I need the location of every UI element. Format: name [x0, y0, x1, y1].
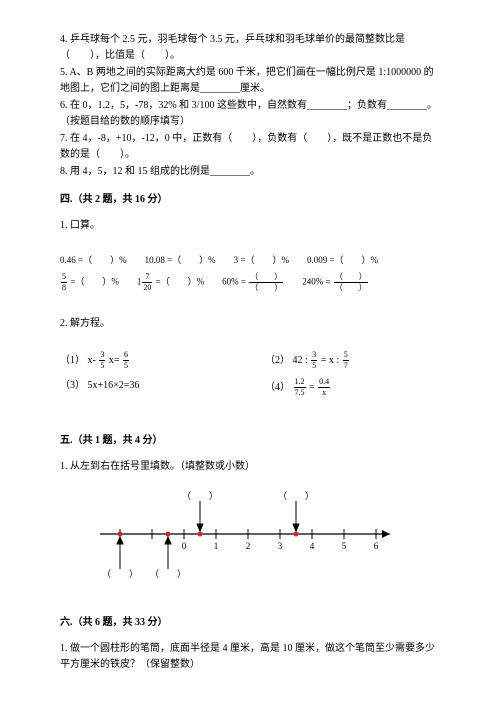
section-4-sub2: 2. 解方程。 — [60, 316, 440, 332]
equation-2: （2） 42 : 35 = x : 57 — [265, 351, 440, 370]
tick-label: 6 — [374, 541, 379, 551]
equation-grid: （1） x- 35 x= 65 （2） 42 : 35 = x : 57 （3）… — [60, 351, 440, 397]
section-5-sub1: 1. 从左到右在括号里填数。（填整数或小数） — [60, 459, 440, 475]
calc-item: 0.46 =（ ）% — [60, 253, 127, 267]
section-6-header: 六.（共 6 题，共 33 分） — [60, 615, 440, 631]
fraction: 57 — [342, 351, 350, 370]
svg-text:（ ）: （ ） — [150, 569, 186, 579]
fraction: 35 — [310, 351, 318, 370]
question-4: 4. 乒乓球每个 2.5 元，羽毛球每个 3.5 元，乒乓球和羽毛球单价的最简整… — [60, 32, 440, 64]
fraction: 1.27.5 — [293, 378, 307, 397]
svg-text:（ ）: （ ） — [278, 491, 314, 501]
fraction: 7 20 — [141, 273, 153, 292]
svg-text:（ ）: （ ） — [102, 569, 138, 579]
svg-text:（ ）: （ ） — [182, 491, 218, 501]
tick-label: 4 — [310, 541, 315, 551]
equation-1: （1） x- 35 x= 65 — [60, 351, 235, 370]
equation-4: （4） 1.27.5 = 0.4x — [265, 378, 440, 397]
tick-label: 0 — [182, 541, 187, 551]
tick-label: 1 — [214, 541, 219, 551]
calc-item: 10.08 =（ ）% — [145, 253, 216, 267]
tick-label: 2 — [246, 541, 251, 551]
fraction: 0.4x — [317, 378, 331, 397]
fraction: （ ） （ ） — [248, 273, 284, 292]
page-content: 4. 乒乓球每个 2.5 元，羽毛球每个 3.5 元，乒乓球和羽毛球单价的最简整… — [0, 0, 500, 694]
calc-item: 3 =（ ）% — [234, 253, 289, 267]
section-4-sub1: 1. 口算。 — [60, 218, 440, 234]
question-5: 5. A、B 两地之间的实际距离大约是 600 千米，把它们画在一幅比例尺是 1… — [60, 65, 440, 97]
fraction: 65 — [122, 351, 130, 370]
section-4-header: 四.（共 2 题，共 16 分） — [60, 192, 440, 208]
calc-row-2: 5 8 =（ ）% 1 7 20 =（ ）% 60% = （ ） （ ） 240… — [60, 273, 440, 292]
fraction: 5 8 — [60, 273, 68, 292]
tick-label: 5 — [342, 541, 347, 551]
fraction: （ ） （ ） — [333, 273, 369, 292]
calc-item: 1 7 20 =（ ）% — [137, 273, 204, 292]
question-7: 7. 在 4，-8，+10，-12，0 中，正数有（ ），负数有（ ），既不是正… — [60, 131, 440, 163]
calc-item: 60% = （ ） （ ） — [222, 273, 284, 292]
section-5-header: 五.（共 1 题，共 4 分） — [60, 433, 440, 449]
calc-item: 0.009 =（ ）% — [307, 253, 378, 267]
question-6: 6. 在 0，1.2，5，-78，32% 和 3/100 这些数中，自然数有__… — [60, 98, 440, 130]
calc-item: 240% = （ ） （ ） — [302, 273, 369, 292]
fraction: 35 — [98, 351, 106, 370]
section-6-q1: 1. 做一个圆柱形的笔筒，底面半径是 4 厘米，高是 10 厘米，做这个笔筒至少… — [60, 641, 440, 673]
calc-item: 5 8 =（ ）% — [60, 273, 119, 292]
tick-label: 3 — [278, 541, 283, 551]
calc-row-1: 0.46 =（ ）% 10.08 =（ ）% 3 =（ ）% 0.009 =（ … — [60, 253, 440, 267]
numberline-svg: 0 1 2 3 4 5 6 — [90, 489, 410, 579]
numberline-wrap: 0 1 2 3 4 5 6 — [60, 489, 440, 579]
question-8: 8. 用 4，5，12 和 15 组成的比例是________。 — [60, 164, 440, 180]
equation-3: （3） 5x+16×2=36 — [60, 378, 235, 397]
